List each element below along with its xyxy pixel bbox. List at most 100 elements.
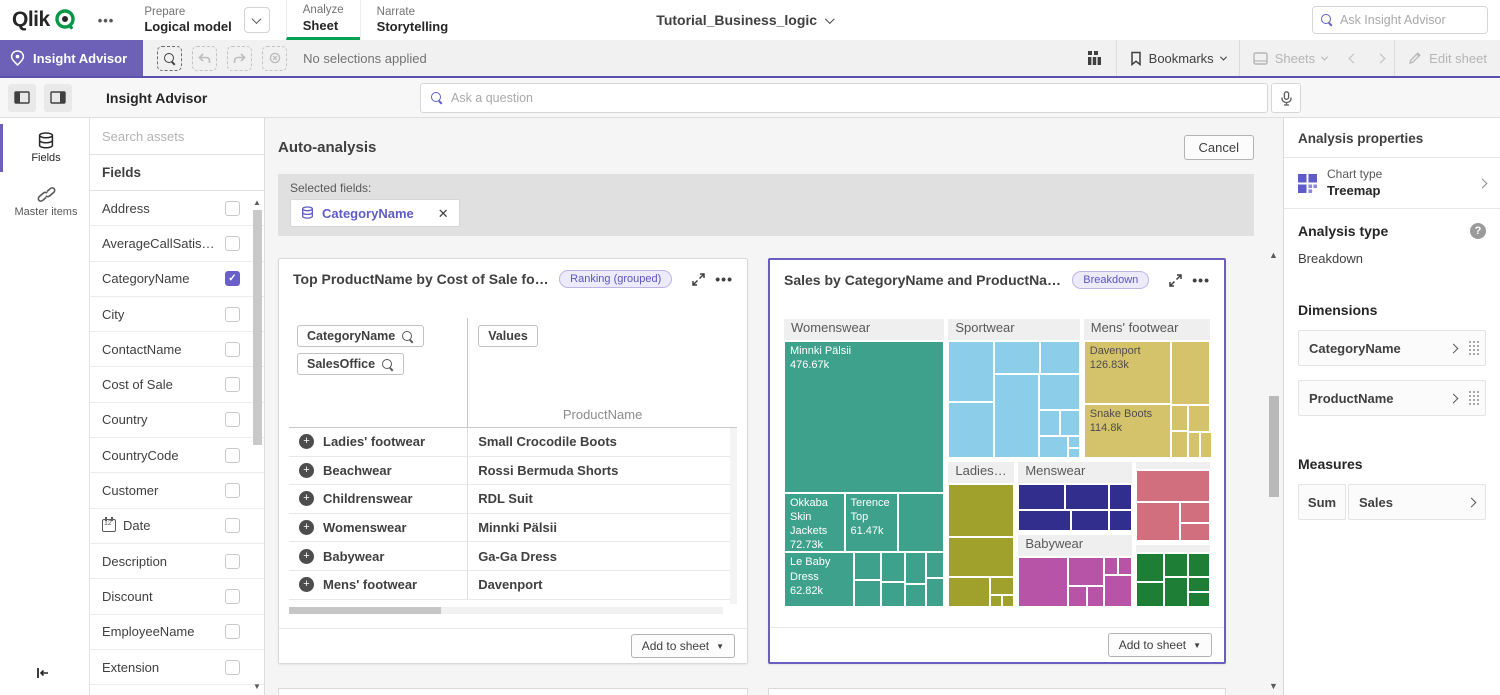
product-name-cell[interactable]: Rossi Bermuda Shorts (478, 462, 619, 478)
treemap-cell[interactable] (948, 341, 995, 402)
treemap-cell-terence-top[interactable]: Terence Top 61.47k (844, 492, 898, 553)
edit-sheet-button[interactable]: Edit sheet (1395, 40, 1500, 76)
dimension-button-categoryname[interactable]: CategoryName (297, 325, 425, 347)
ask-insight-advisor-search[interactable] (1312, 6, 1488, 34)
field-checkbox[interactable] (225, 377, 240, 393)
pivot-category-cell[interactable]: + Childrenswear (289, 485, 469, 513)
pivot-category-cell[interactable]: + Babywear (289, 542, 469, 570)
field-checkbox[interactable] (225, 235, 240, 251)
add-to-sheet-button[interactable]: Add to sheet ▼ (1107, 633, 1212, 657)
treemap-cell[interactable] (948, 484, 1015, 537)
field-row-customer[interactable]: Customer (90, 473, 264, 509)
tab-prepare[interactable]: Prepare Logical model (128, 0, 285, 40)
ask-insight-advisor-input[interactable] (1340, 13, 1479, 27)
treemap-cell[interactable] (1060, 409, 1080, 437)
field-checkbox[interactable] (225, 659, 240, 675)
dimension-row-categoryname[interactable]: CategoryName (1298, 330, 1486, 367)
help-icon[interactable]: ? (1470, 223, 1486, 240)
treemap-cell[interactable] (926, 577, 945, 607)
field-checkbox[interactable] (225, 341, 240, 357)
field-checkbox[interactable] (225, 447, 240, 463)
insight-advisor-toggle[interactable]: Insight Advisor (0, 40, 144, 76)
treemap-cell[interactable] (853, 579, 882, 607)
treemap-cell[interactable] (1180, 522, 1211, 542)
smart-search-selections-icon[interactable] (157, 45, 183, 71)
pivot-row-ladies-footwear[interactable]: + Ladies' footwear Small Crocodile Boots (289, 428, 737, 457)
sheets-menu[interactable]: Sheets (1240, 40, 1340, 76)
treemap-cell[interactable] (1002, 595, 1015, 607)
measure-row-sales[interactable]: Sum Sales (1298, 484, 1486, 521)
treemap-cell-minnki-p-lsii[interactable]: Minnki Pälsii 476.67k (784, 341, 945, 493)
pivot-row-babywear[interactable]: + Babywear Ga-Ga Dress (289, 542, 737, 571)
show-charts-grid-icon[interactable] (1074, 40, 1116, 76)
expand-row-icon[interactable]: + (299, 577, 314, 593)
scroll-up-icon[interactable]: ▲ (253, 198, 261, 207)
scroll-down-icon[interactable]: ▼ (253, 682, 261, 691)
field-row-description[interactable]: Description (90, 544, 264, 580)
pivot-row-mens-footwear[interactable]: + Mens' footwear Davenport (289, 570, 737, 600)
scroll-down-icon[interactable]: ▼ (1269, 681, 1278, 691)
treemap-cell[interactable] (881, 552, 905, 582)
pivot-category-cell[interactable]: + Womenswear (289, 513, 469, 542)
drag-handle-icon[interactable] (1469, 391, 1471, 394)
prepare-dropdown-button[interactable] (243, 7, 270, 33)
expand-row-icon[interactable]: + (299, 520, 314, 536)
expand-row-icon[interactable]: + (299, 491, 314, 507)
treemap-cell[interactable] (994, 373, 1040, 459)
expand-chart-icon[interactable] (1169, 273, 1183, 287)
remove-chip-icon[interactable]: ✕ (437, 205, 449, 221)
expand-row-icon[interactable]: + (299, 434, 314, 450)
toggle-left-panel-button[interactable] (8, 83, 36, 112)
values-button[interactable]: Values (478, 325, 538, 347)
treemap-cell-okkaba-skin-jackets[interactable]: Okkaba Skin Jackets 72.73k (784, 492, 845, 553)
treemap-cell[interactable] (948, 401, 995, 459)
qlik-logo[interactable]: Qlik (0, 0, 92, 40)
chart-type-row[interactable]: Chart type Treemap (1284, 158, 1500, 210)
aggregation-box[interactable]: Sum (1298, 484, 1346, 521)
expand-row-icon[interactable]: + (299, 548, 314, 564)
rail-item-master-items[interactable]: Master items (0, 178, 89, 226)
treemap-cell[interactable] (1039, 409, 1061, 437)
clear-selections-icon[interactable] (262, 45, 288, 71)
treemap-cell[interactable] (1018, 557, 1069, 607)
treemap-cell[interactable] (1108, 484, 1133, 511)
field-row-address[interactable]: Address (90, 191, 264, 227)
collapse-panel-icon[interactable] (36, 666, 50, 685)
treemap-cell[interactable] (1039, 373, 1080, 410)
treemap-cell[interactable] (1188, 404, 1210, 433)
treemap-cell[interactable] (1068, 447, 1081, 459)
main-scrollbar[interactable]: ▲ ▼ (1267, 250, 1280, 691)
treemap-cell[interactable] (1108, 510, 1133, 532)
field-checkbox[interactable] (225, 200, 240, 216)
card-ranking-grouped[interactable]: Top ProductName by Cost of Sale for Cate… (278, 258, 748, 664)
rail-item-fields[interactable]: Fields (0, 124, 89, 172)
ask-question-search[interactable] (420, 83, 1268, 113)
treemap-cell[interactable] (904, 552, 927, 584)
product-name-cell[interactable]: RDL Suit (478, 491, 533, 507)
cancel-button[interactable]: Cancel (1183, 135, 1254, 160)
field-row-averagecallsatisfac[interactable]: AverageCallSatisfac... (90, 226, 264, 262)
pivot-row-beachwear[interactable]: + Beachwear Rossi Bermuda Shorts (289, 456, 737, 486)
field-checkbox[interactable] (225, 624, 240, 640)
field-row-contactname[interactable]: ContactName (90, 332, 264, 368)
treemap-cell[interactable] (990, 577, 1015, 596)
field-row-country[interactable]: Country (90, 403, 264, 439)
field-row-countrycode[interactable]: CountryCode (90, 438, 264, 474)
dimension-row-productname[interactable]: ProductName (1298, 380, 1486, 417)
treemap-cell-davenport[interactable]: Davenport 126.83k (1083, 341, 1171, 404)
product-name-cell[interactable]: Ga-Ga Dress (478, 548, 557, 564)
field-row-employeename[interactable]: EmployeeName (90, 615, 264, 650)
treemap-cell[interactable] (1136, 582, 1165, 607)
add-to-sheet-button[interactable]: Add to sheet ▼ (630, 634, 735, 658)
treemap-cell[interactable] (1170, 341, 1210, 405)
card-partial[interactable] (278, 688, 748, 695)
voice-input-button[interactable] (1271, 83, 1301, 113)
card-partial[interactable] (768, 688, 1226, 695)
pivot-horizontal-scrollbar[interactable] (289, 607, 723, 614)
field-checkbox[interactable]: ✓ (225, 271, 240, 287)
treemap-cell[interactable] (853, 552, 882, 580)
field-row-extension[interactable]: Extension (90, 650, 264, 686)
treemap-cell[interactable] (994, 341, 1041, 374)
field-row-categoryname[interactable]: CategoryName ✓ (90, 262, 264, 297)
expand-row-icon[interactable]: + (299, 462, 314, 478)
